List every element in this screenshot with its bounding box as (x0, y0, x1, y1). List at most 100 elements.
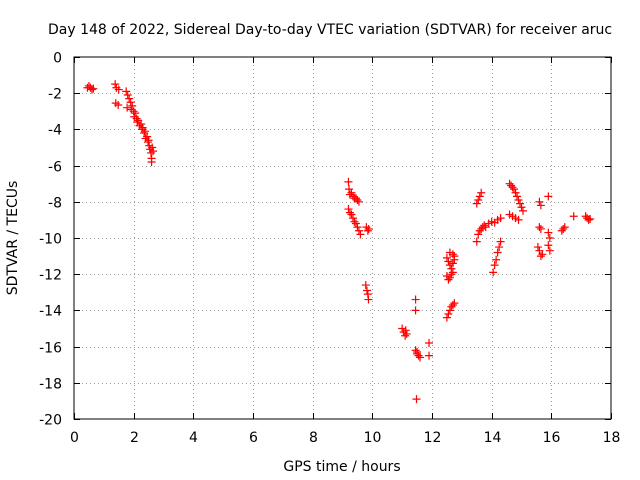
data-point (444, 275, 453, 284)
data-point (518, 206, 527, 215)
data-point (414, 351, 423, 360)
x-tick-label: 2 (130, 430, 139, 446)
data-point (137, 119, 146, 128)
data-point (559, 224, 568, 233)
data-point (364, 224, 373, 233)
data-point (442, 313, 451, 322)
data-point (450, 299, 459, 308)
data-point (347, 210, 356, 219)
data-point (354, 226, 363, 235)
x-tick-label: 14 (484, 430, 502, 446)
data-point (143, 132, 152, 141)
data-point (448, 259, 457, 268)
data-point (536, 224, 545, 233)
data-point (87, 85, 96, 94)
x-tick-label: 8 (309, 430, 318, 446)
x-tick-label: 4 (189, 430, 198, 446)
data-point (398, 324, 407, 333)
data-point (89, 84, 98, 93)
data-point (492, 255, 501, 264)
y-tick-label: -8 (48, 196, 62, 212)
data-point (125, 94, 134, 103)
data-point (538, 250, 547, 259)
data-point (354, 197, 363, 206)
data-point (474, 195, 483, 204)
data-point (508, 183, 517, 192)
data-point (425, 351, 434, 360)
x-tick-label: 12 (424, 430, 442, 446)
data-point (514, 215, 523, 224)
data-point (442, 253, 451, 262)
y-tick-label: -18 (39, 377, 62, 393)
data-point (363, 226, 372, 235)
data-point (344, 205, 353, 214)
data-point (123, 103, 132, 112)
data-point (544, 228, 553, 237)
data-point (544, 241, 553, 250)
data-point (351, 219, 360, 228)
x-tick-label: 16 (543, 430, 561, 446)
data-point (448, 268, 457, 277)
data-point (350, 217, 359, 226)
y-tick-label: -10 (39, 232, 62, 248)
data-point (347, 188, 356, 197)
x-tick-label: 10 (364, 430, 382, 446)
data-point (128, 101, 137, 110)
data-point (123, 91, 132, 100)
data-point (348, 214, 357, 223)
data-point (490, 261, 499, 270)
data-point (584, 215, 593, 224)
data-point (114, 85, 123, 94)
data-point (411, 306, 420, 315)
data-point (361, 281, 370, 290)
data-point (444, 257, 453, 266)
data-point (516, 199, 525, 208)
chart-title: Day 148 of 2022, Sidereal Day-to-day VTE… (48, 22, 612, 38)
data-point (362, 286, 371, 295)
data-point (489, 268, 498, 277)
data-point (536, 252, 545, 261)
y-tick-label: -20 (39, 413, 62, 429)
data-point (122, 87, 131, 96)
data-point (536, 201, 545, 210)
x-axis-label: GPS time / hours (283, 459, 400, 475)
data-point (141, 127, 150, 136)
grid (74, 57, 611, 419)
y-axis-label: SDTVAR / TECUs (5, 181, 21, 296)
data-point (511, 188, 520, 197)
data-point (356, 230, 365, 239)
data-point (413, 348, 422, 357)
data-point (517, 203, 526, 212)
data-point (475, 192, 484, 201)
data-point (533, 243, 542, 252)
data-point (513, 192, 522, 201)
data-point (535, 223, 544, 232)
data-point (445, 273, 454, 282)
data-point (126, 98, 135, 107)
data-point (401, 326, 410, 335)
data-point (447, 270, 456, 279)
data-point (111, 80, 120, 89)
data-point (514, 195, 523, 204)
data-point (416, 353, 425, 362)
data-point (411, 295, 420, 304)
data-point (149, 147, 158, 156)
data-point (448, 300, 457, 309)
axis-ticks: 0 2 4 6 8 10 12 14 16 18 0 -2 -4 -6 -8 -10 -12 -14 -16 -18 -… (39, 51, 620, 447)
data-point (586, 214, 595, 223)
y-tick-label: 0 (53, 51, 62, 67)
data-point (364, 295, 373, 304)
data-point (472, 199, 481, 208)
x-tick-label: 0 (70, 430, 79, 446)
data-point (445, 306, 454, 315)
y-tick-label: -4 (48, 123, 62, 139)
data-point (560, 223, 569, 232)
data-point (535, 197, 544, 206)
data-point (545, 246, 554, 255)
data-point (114, 100, 123, 109)
data-point (496, 214, 505, 223)
x-tick-label: 18 (603, 430, 621, 446)
data-point (345, 208, 354, 217)
data-point (495, 243, 504, 252)
data-point (147, 157, 156, 166)
